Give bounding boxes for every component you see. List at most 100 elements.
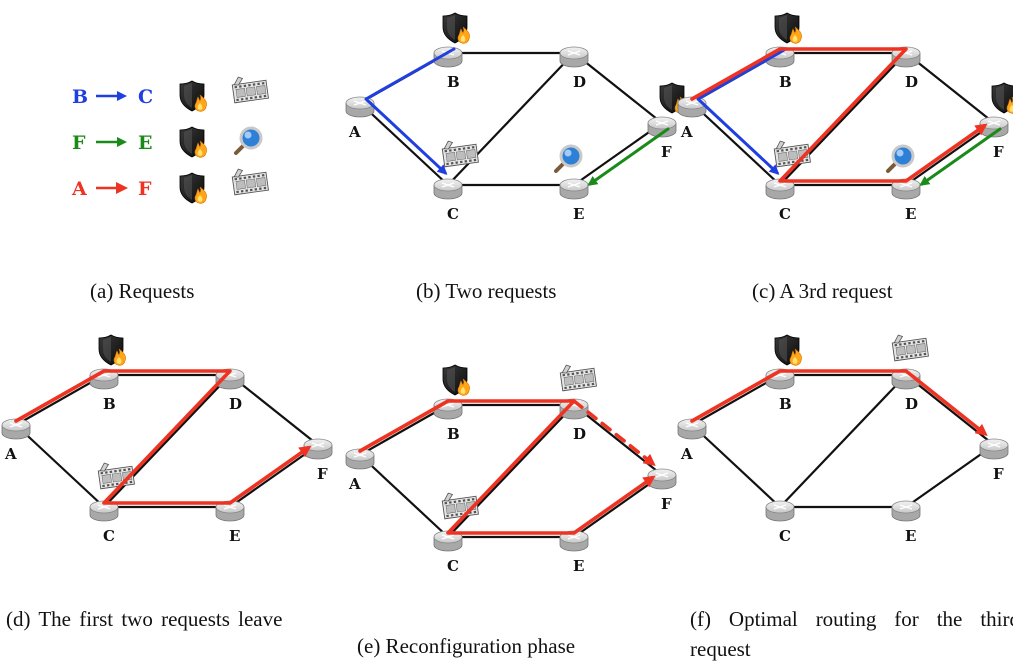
link-A-C <box>691 102 781 186</box>
link-C-D <box>779 374 907 508</box>
link-A-C <box>359 454 449 538</box>
link-C-D <box>447 52 575 186</box>
node-label-B: B <box>447 425 460 443</box>
shield-flame-icon <box>98 334 126 366</box>
node-label-D: D <box>905 395 918 413</box>
link-C-D <box>103 374 231 508</box>
legend: B CF EA F <box>71 76 269 204</box>
router-E <box>559 178 589 200</box>
node-label-E: E <box>573 557 584 575</box>
node-label-D: D <box>573 73 586 91</box>
route-red-0 <box>690 369 988 436</box>
node-label-C: C <box>447 205 459 223</box>
shield-flame-icon <box>774 12 802 44</box>
link-A-B <box>691 374 781 426</box>
panel-b: A B C D E F <box>345 12 687 223</box>
magnifier-icon <box>554 144 583 173</box>
node-label-A: A <box>348 475 361 493</box>
film-strip-icon <box>97 462 135 490</box>
caption-d: (d) The first two requests leave <box>6 607 283 631</box>
legend-dst: C <box>138 86 153 108</box>
router-F <box>979 438 1009 460</box>
router-C <box>433 530 463 552</box>
router-A <box>345 448 375 470</box>
router-F <box>647 116 677 138</box>
shield-flame-icon <box>179 126 207 158</box>
route-blue-0 <box>696 47 788 175</box>
node-label-E: E <box>905 527 916 545</box>
caption-a: (a) Requests <box>90 279 195 303</box>
router-E <box>559 530 589 552</box>
router-C <box>433 178 463 200</box>
link-E-F <box>905 444 995 508</box>
link-C-D <box>447 404 575 538</box>
shield-flame-icon <box>179 172 207 204</box>
route-green-1 <box>587 127 670 186</box>
route-blue-0 <box>364 47 456 175</box>
link-D-F <box>905 52 995 124</box>
film-strip-icon <box>773 140 811 168</box>
node-label-E: E <box>905 205 916 223</box>
legend-dst: E <box>138 132 152 154</box>
router-B <box>765 368 795 390</box>
node-label-B: B <box>779 395 792 413</box>
caption-e: (e) Reconfiguration phase <box>357 634 576 658</box>
node-label-B: B <box>103 395 116 413</box>
node-label-F: F <box>993 465 1004 483</box>
link-A-B <box>15 374 105 426</box>
film-strip-icon <box>441 492 479 520</box>
caption-f: (f) Optimal routing for the third reques… <box>690 607 1013 661</box>
film-strip-icon <box>231 76 269 104</box>
node-label-F: F <box>317 465 328 483</box>
route-red-0 <box>14 369 312 505</box>
film-strip-icon <box>441 140 479 168</box>
magnifier-icon <box>886 144 915 173</box>
router-C <box>765 500 795 522</box>
node-label-E: E <box>229 527 240 545</box>
panel-e: A B C D E F <box>345 364 677 575</box>
node-label-C: C <box>447 557 459 575</box>
film-strip-icon <box>891 334 929 362</box>
link-A-C <box>15 424 105 508</box>
node-label-A: A <box>680 445 693 463</box>
router-A <box>677 418 707 440</box>
legend-src: F <box>72 132 86 154</box>
router-D <box>559 46 589 68</box>
router-E <box>891 500 921 522</box>
node-label-C: C <box>779 527 791 545</box>
link-D-F <box>573 52 663 124</box>
film-strip-icon <box>559 364 597 392</box>
node-label-C: C <box>779 205 791 223</box>
shield-flame-icon <box>442 364 470 396</box>
legend-dst: F <box>138 178 152 200</box>
node-label-C: C <box>103 527 115 545</box>
caption-b: (b) Two requests <box>416 279 557 303</box>
caption-c: (c) A 3rd request <box>752 279 893 303</box>
link-C-D <box>779 52 907 186</box>
legend-src: A <box>71 178 87 200</box>
shield-flame-icon <box>442 12 470 44</box>
link-E-F <box>573 122 663 186</box>
node-label-B: B <box>779 73 792 91</box>
node-label-D: D <box>905 73 918 91</box>
panel-f: A B C D E F <box>677 334 1009 545</box>
router-A <box>345 96 375 118</box>
link-A-C <box>359 102 449 186</box>
route-green-1 <box>919 127 1002 186</box>
node-label-B: B <box>447 73 460 91</box>
panel-c: A B C D E F <box>677 12 1013 223</box>
node-label-A: A <box>348 123 361 141</box>
panel-d: A B C D E F <box>1 334 333 545</box>
router-A <box>1 418 31 440</box>
shield-flame-icon <box>774 334 802 366</box>
node-label-E: E <box>573 205 584 223</box>
node-label-D: D <box>573 425 586 443</box>
magnifier-icon <box>234 126 263 155</box>
node-label-F: F <box>661 495 672 513</box>
node-label-D: D <box>229 395 242 413</box>
